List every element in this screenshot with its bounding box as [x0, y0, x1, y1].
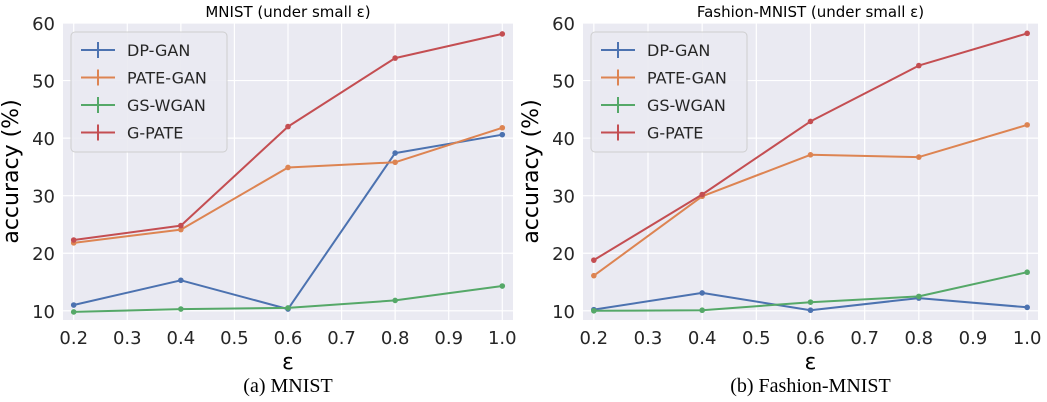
caption-mnist: (a) MNIST [243, 375, 333, 397]
data-point [916, 154, 922, 160]
x-tick-label: 0.9 [434, 328, 463, 349]
data-point [392, 159, 398, 166]
data-point [699, 307, 705, 314]
legend: DP-GAN PATE-GAN GS-WGAN G-PATE [70, 31, 228, 153]
chart-fashion-mnist: Fashion-MNIST (under small ε) 0.2 0.3 0.4 0.… [519, 3, 1041, 375]
data-point [70, 309, 77, 315]
x-tick-label: 0.2 [580, 328, 609, 349]
y-tick-label: 40 [32, 129, 55, 150]
x-tick-label: 0.2 [59, 328, 88, 349]
data-point [178, 226, 184, 233]
data-point [807, 307, 814, 314]
y-tick-label: 60 [32, 14, 55, 35]
y-tick-label: 60 [552, 14, 575, 35]
legend-label: G-PATE [127, 124, 183, 143]
data-point [916, 293, 922, 300]
data-point [1024, 269, 1030, 276]
data-point [499, 131, 506, 138]
y-tick-label: 40 [552, 129, 575, 150]
chart-title: MNIST (under small ε) [205, 3, 370, 21]
y-tick-label: 30 [32, 187, 55, 208]
data-point [178, 306, 184, 312]
legend-label: PATE-GAN [647, 69, 727, 88]
x-tick-label: 0.6 [796, 328, 825, 349]
data-point [499, 283, 506, 289]
x-tick-label: 0.6 [274, 328, 303, 349]
y-tick-label: 50 [32, 72, 55, 93]
x-tick-label: 0.8 [381, 328, 410, 349]
y-tick-label: 10 [32, 302, 55, 323]
x-tick-label: 0.4 [688, 328, 717, 349]
caption-fashion-mnist: (b) Fashion-MNIST [730, 375, 891, 397]
legend-label: PATE-GAN [127, 69, 207, 88]
data-point [1024, 304, 1030, 311]
data-point [285, 305, 291, 311]
data-point [1024, 122, 1030, 128]
data-point [285, 123, 291, 130]
legend-label: GS-WGAN [647, 96, 726, 115]
data-point [499, 31, 506, 37]
x-tick-label: 1.0 [1013, 328, 1042, 349]
data-point [699, 290, 705, 296]
data-point [591, 272, 597, 279]
data-point [916, 62, 922, 69]
legend: DP-GAN PATE-GAN GS-WGAN G-PATE [590, 31, 748, 153]
data-point [392, 150, 398, 156]
data-point [499, 124, 506, 131]
data-point [699, 191, 705, 198]
data-point [285, 164, 291, 171]
data-point [70, 237, 77, 243]
data-point [591, 257, 597, 263]
y-axis-label: accuracy (%) [519, 99, 544, 243]
y-axis-label: accuracy (%) [0, 99, 24, 243]
y-tick-label: 10 [552, 302, 575, 323]
x-axis-label: ε [805, 350, 817, 375]
x-tick-label: 0.4 [167, 328, 196, 349]
data-point [178, 222, 184, 229]
data-point [392, 297, 398, 304]
chart-title: Fashion-MNIST (under small ε) [697, 3, 924, 21]
x-axis-label: ε [282, 350, 294, 375]
legend-label: DP-GAN [647, 41, 710, 60]
data-point [807, 152, 814, 158]
data-point [70, 302, 77, 308]
legend-label: DP-GAN [127, 41, 190, 60]
x-tick-label: 0.3 [113, 328, 142, 349]
x-tick-label: 0.3 [634, 328, 663, 349]
x-tick-label: 0.7 [327, 328, 356, 349]
data-point [591, 307, 597, 314]
y-tick-label: 20 [32, 244, 55, 265]
x-tick-label: 0.8 [905, 328, 934, 349]
legend-label: G-PATE [647, 124, 703, 143]
data-point [178, 277, 184, 284]
x-tick-label: 0.9 [959, 328, 988, 349]
legend-box [70, 31, 228, 153]
y-tick-label: 20 [552, 244, 575, 265]
x-tick-label: 1.0 [488, 328, 517, 349]
x-tick-label: 0.7 [850, 328, 879, 349]
y-tick-label: 50 [552, 72, 575, 93]
legend-label: GS-WGAN [127, 96, 206, 115]
data-point [807, 118, 814, 125]
data-point [807, 299, 814, 305]
x-tick-label: 0.5 [742, 328, 771, 349]
y-tick-label: 30 [552, 187, 575, 208]
legend-box [590, 31, 748, 153]
data-point [1024, 30, 1030, 37]
chart-mnist: MNIST (under small ε) 0.2 0.3 0.4 0.5 0.6 0.7 0… [0, 3, 517, 375]
data-point [392, 55, 398, 61]
x-tick-label: 0.5 [220, 328, 249, 349]
